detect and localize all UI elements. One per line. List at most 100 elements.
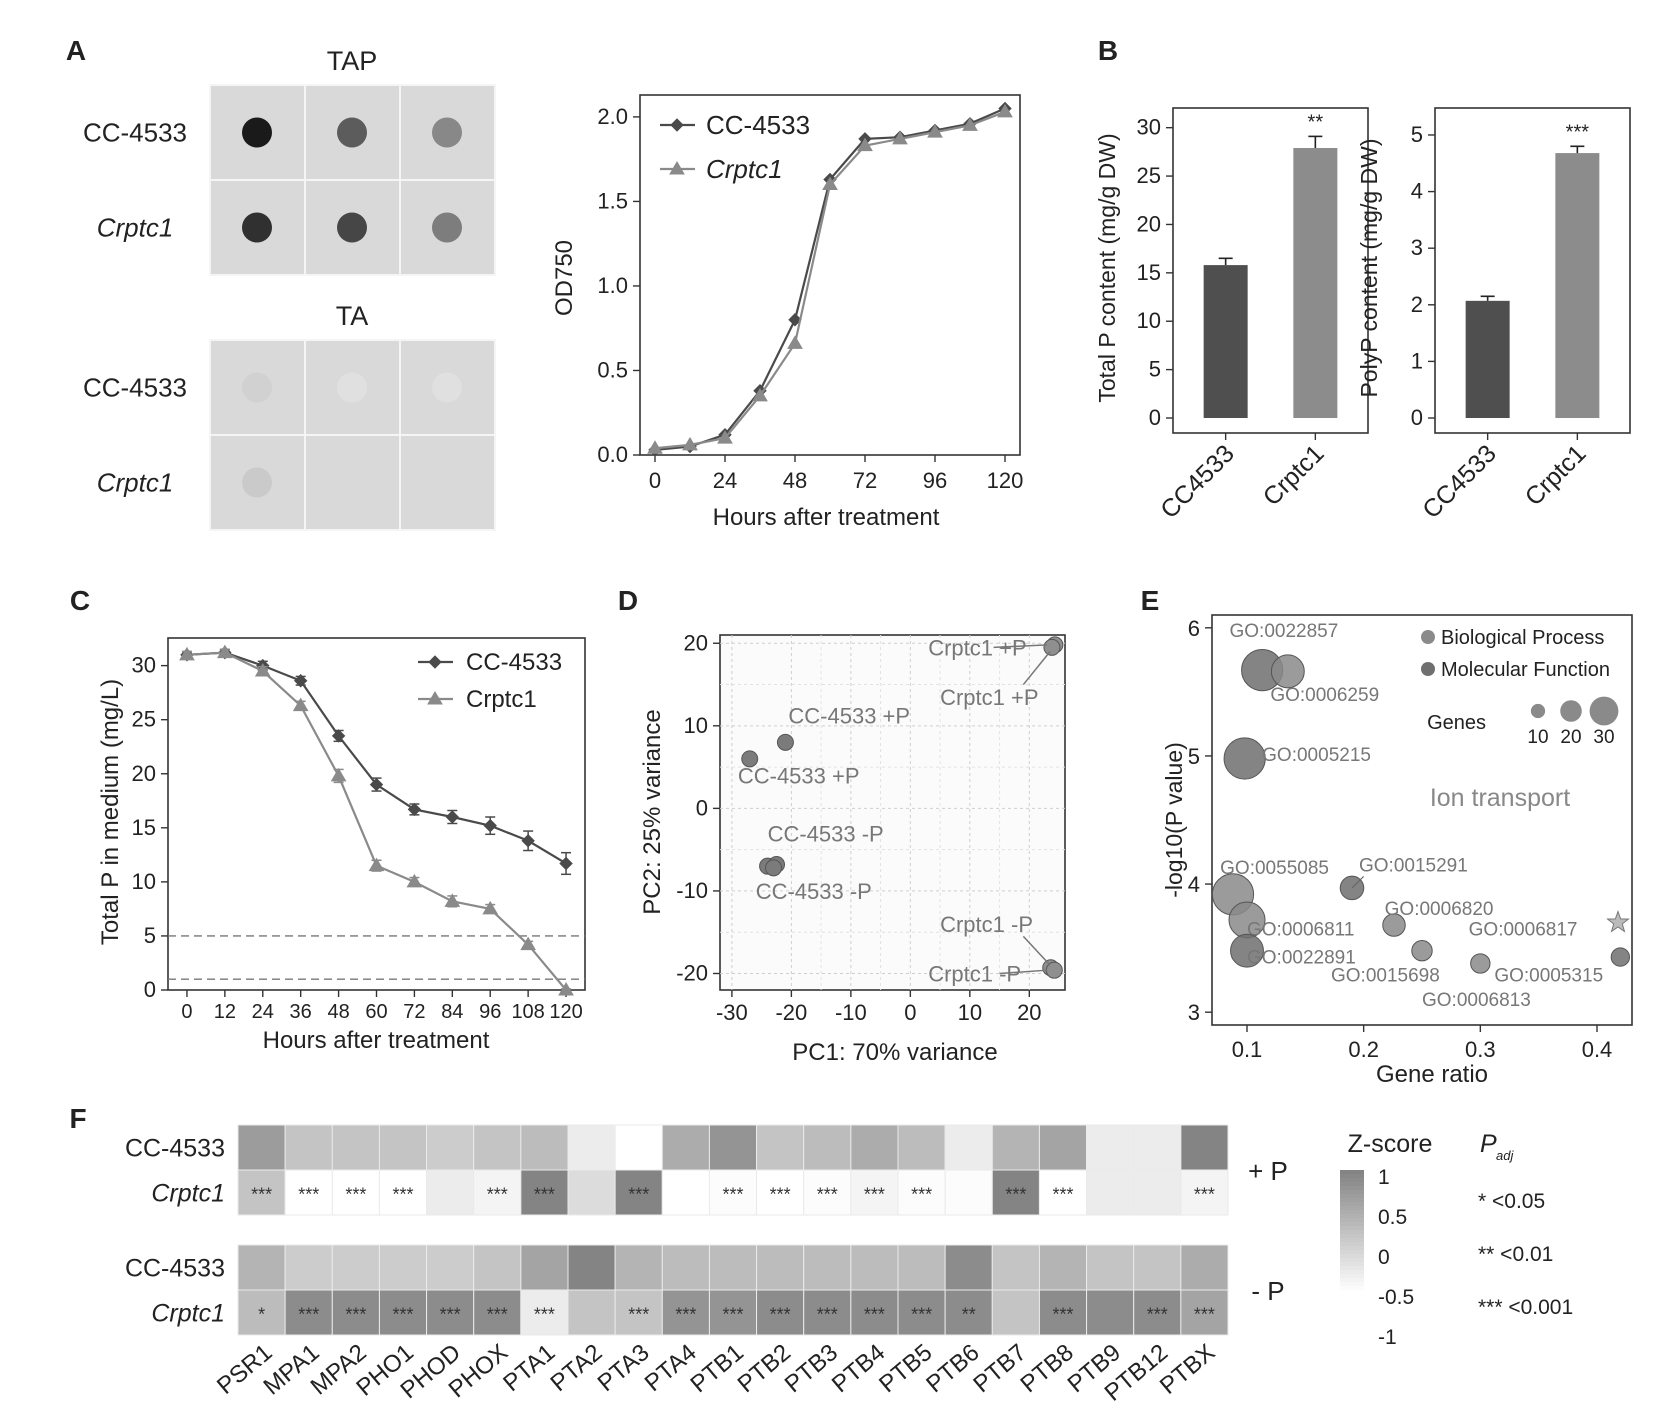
y-tick-label: 4 [1411,179,1423,204]
y-axis-label: Total P in medium (mg/L) [97,679,124,945]
x-tick-label: 48 [783,468,807,493]
x-tick-label: 0.1 [1232,1037,1263,1062]
legend-gradient-step [1340,1290,1364,1295]
column-label: PTB7 [968,1339,1031,1398]
heatmap-cell [945,1245,992,1290]
significance-mark: *** [817,1305,838,1325]
point-label: GO:0006259 [1270,685,1379,706]
legend-gradient-step [1340,1234,1364,1239]
heatmap-cell [898,1245,945,1290]
spot [337,373,367,403]
significance-mark: *** [722,1305,743,1325]
x-axis-label: Hours after treatment [713,504,940,531]
x-tick-label: 120 [987,468,1024,493]
x-tick-label: 0 [904,1000,916,1025]
data-point [1608,912,1629,932]
heatmap-cell [474,1125,521,1170]
heatmap-cell [1134,1170,1181,1215]
x-tick-label: -10 [835,1000,867,1025]
chart-heatmap: CC-4533*********************************… [125,1125,1288,1407]
legend-gradient-step [1340,1318,1364,1323]
condition-label: + P [1248,1156,1288,1186]
x-tick-label: 20 [1017,1000,1041,1025]
plot-frame [1435,108,1630,433]
point-annotation: CC-4533 +P [738,764,860,789]
y-tick-label: 0.5 [597,357,628,382]
y-tick-label: -20 [676,960,708,985]
point-label: GO:0006811 [1247,919,1354,940]
legend-gradient-step [1340,1298,1364,1303]
legend-gradient-step [1340,1238,1364,1243]
data-point [1611,948,1629,966]
legend-gradient-step [1340,1322,1364,1327]
spot-strain-label: CC-4533 [83,118,187,148]
y-tick-label: -10 [676,878,708,903]
legend-gradient-step [1340,1230,1364,1235]
legend-tick-label: -1 [1378,1326,1397,1349]
y-tick-label: 5 [1188,744,1200,769]
heatmap-cell [615,1125,662,1170]
row-label: CC-4533 [125,1255,225,1283]
y-tick-label: 3 [1188,1000,1200,1025]
heatmap-cell [945,1170,992,1215]
data-point [332,769,346,781]
y-tick-label: 20 [684,630,708,655]
significance-mark: *** [345,1305,366,1325]
legend-tick-label: 0 [1378,1246,1390,1269]
significance-mark: *** [628,1185,649,1205]
size-legend-label: 30 [1593,727,1614,748]
x-tick-label: 72 [853,468,877,493]
x-tick-label: 96 [923,468,947,493]
heatmap-cell [1039,1125,1086,1170]
spot [337,468,367,498]
column-label: PTB4 [827,1339,890,1398]
data-point [560,857,572,869]
legend-gradient-step [1340,1274,1364,1279]
heatmap-cell [851,1125,898,1170]
condition-label: - P [1251,1276,1284,1306]
legend-marker [1421,630,1435,644]
point-label: GO:0055085 [1220,858,1329,879]
x-axis-label: PC1: 70% variance [792,1039,997,1066]
heatmap-cell [427,1245,474,1290]
panel-label-f: F [69,1103,86,1134]
legend-gradient-step [1340,1222,1364,1227]
heatmap-cell [285,1245,332,1290]
heatmap-cell [332,1125,379,1170]
spot [242,468,272,498]
legend-gradient-step [1340,1310,1364,1315]
legend-tick-label: 1 [1378,1166,1390,1189]
x-tick-label: 48 [327,1001,349,1023]
heatmap-legend: Z-score10.50-0.5-1Padj* <0.05** <0.01***… [1340,1130,1573,1349]
series-line [187,653,566,864]
legend-gradient-step [1340,1186,1364,1191]
heatmap-cell [238,1245,285,1290]
size-legend-marker [1560,700,1582,722]
data-point [522,835,534,847]
legend-gradient-step [1340,1174,1364,1179]
significance-mark: *** [392,1305,413,1325]
y-tick-label: 5 [1411,122,1423,147]
heatmap-cell [1087,1290,1134,1335]
column-label: PTB2 [733,1339,796,1398]
y-tick-label: 2.0 [597,104,628,129]
y-tick-label: 10 [684,713,708,738]
x-tick-label: 0.3 [1465,1037,1496,1062]
data-point [1044,639,1060,655]
point-annotation: Crptc1 +P [928,636,1026,661]
y-axis-label: PC2: 25% variance [639,709,666,914]
column-label: PTB6 [921,1339,984,1398]
heatmap-cell [521,1245,568,1290]
plot-frame [640,95,1020,455]
y-tick-label: 1.5 [597,188,628,213]
heatmap-cell [1087,1125,1134,1170]
heatmap-cell [709,1125,756,1170]
size-legend-title: Genes [1427,712,1486,734]
y-tick-label: 5 [144,923,156,948]
point-label: GO:0006820 [1385,899,1494,920]
significance-mark: *** [628,1305,649,1325]
column-label: PTA3 [593,1339,655,1397]
significance-mark: *** [392,1185,413,1205]
legend-gradient-step [1340,1182,1364,1187]
legend-tick-label: 0.5 [1378,1206,1407,1229]
